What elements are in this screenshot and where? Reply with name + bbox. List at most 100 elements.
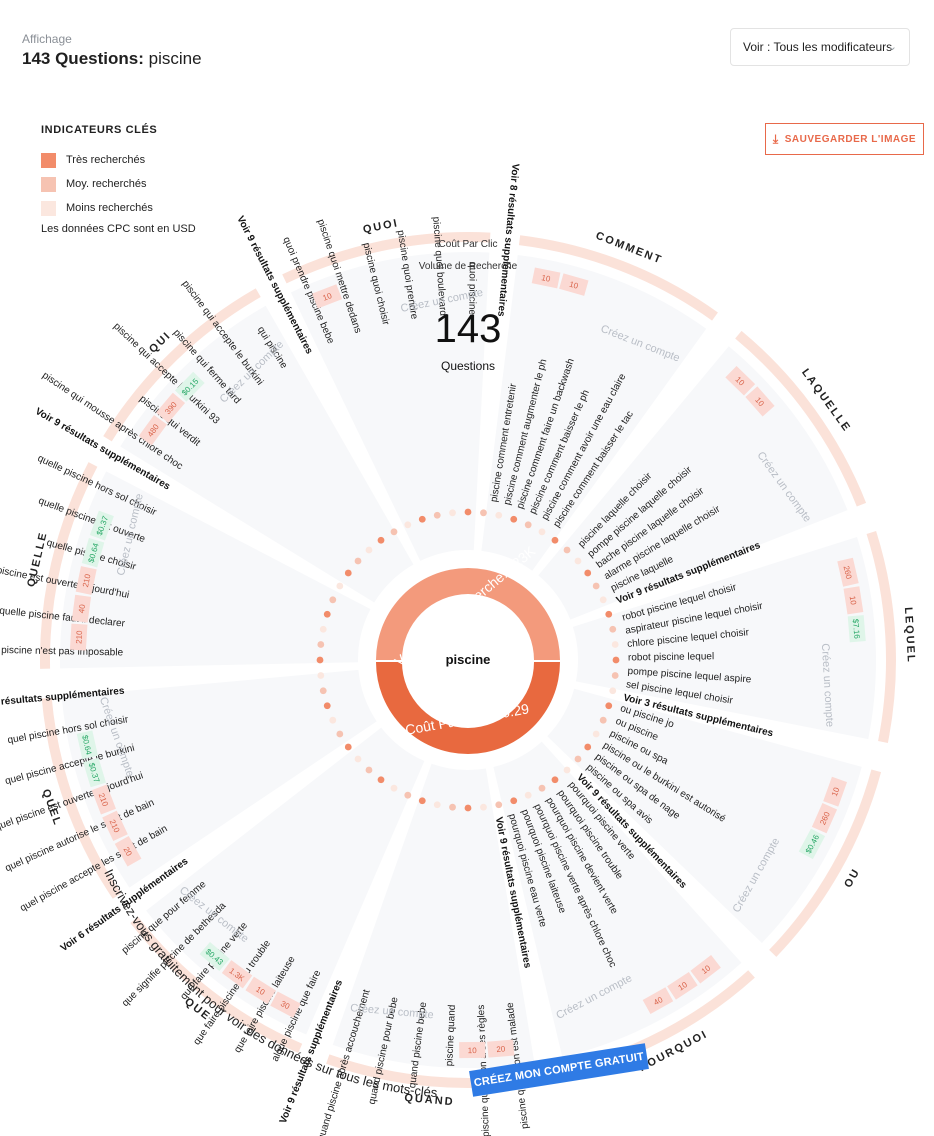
keyword-dot	[365, 546, 373, 554]
keyword-dot	[551, 536, 559, 544]
volume-badge: 20	[114, 835, 142, 867]
volume-badge-bg	[667, 971, 698, 1000]
legend-swatch-high	[41, 152, 56, 168]
keyword-dot	[329, 596, 337, 604]
legend-item-high: Très recherchés	[41, 148, 196, 172]
section-pourquoi	[493, 741, 742, 1057]
volume-badge-bg	[837, 557, 859, 587]
chevron-down-icon: ⌄	[887, 41, 897, 53]
keyword-dot	[609, 687, 617, 695]
keyword-dot	[390, 784, 398, 792]
keyword-dot	[599, 716, 607, 724]
keyword-dot	[510, 515, 518, 523]
cpc-badge: $0.37	[89, 510, 114, 541]
center-keyword: piscine	[446, 652, 491, 667]
volume-badge-bg	[69, 623, 88, 651]
section-laquelle-bg	[538, 346, 848, 620]
volume-badge-bg	[559, 273, 589, 296]
keyword-dot	[524, 791, 532, 799]
volume-badge: 10	[667, 971, 698, 1000]
section-comment-bg	[481, 255, 707, 571]
volume-badge-value: 10	[322, 291, 334, 303]
volume-badge-value: 10	[541, 273, 552, 284]
cpc-badge: $0.64	[81, 538, 105, 568]
save-image-button[interactable]: ⤓ SAUVEGARDER L'IMAGE	[765, 123, 924, 155]
volume-badge: 210	[75, 566, 97, 595]
keyword-dot	[538, 528, 546, 536]
volume-badge: 10	[745, 386, 775, 417]
volume-badge-bg	[102, 810, 128, 841]
keyword-dot	[524, 521, 532, 529]
keyword-dot	[480, 509, 487, 517]
cpc-badge-bg	[83, 757, 106, 788]
legend-title: INDICATEURS CLÉS	[41, 124, 158, 136]
legend-swatch-low	[41, 200, 56, 216]
question-item[interactable]: quelle piscine n'est pas imposable	[0, 644, 124, 658]
volume-badge: 1.3K	[221, 960, 253, 989]
keyword-dot	[433, 801, 441, 809]
volume-badge-bg	[75, 566, 97, 595]
cpc-badge-bg	[199, 941, 230, 972]
section-title-ou: OU	[842, 866, 863, 890]
keyword-dot	[605, 702, 613, 710]
volume-badge-bg	[531, 267, 561, 289]
volume-badge: 20	[487, 1039, 515, 1058]
volume-badge-bg	[725, 365, 756, 396]
volume-badge-bg	[823, 776, 848, 807]
question-count-label: Questions	[441, 359, 495, 373]
volume-badge: 30	[270, 991, 301, 1018]
volume-badge-bg	[71, 594, 92, 623]
section-laquelle	[538, 346, 848, 620]
cpc-heading: Coût Par Clic	[439, 239, 498, 250]
volume-badge-value: 10	[848, 595, 858, 606]
question-count: 143	[435, 307, 502, 351]
keyword-dot	[365, 766, 373, 774]
cpc-badge-bg	[76, 730, 98, 760]
volume-badge: 10	[823, 776, 848, 807]
question-item[interactable]: quoi piscine	[466, 262, 478, 315]
cpc-badge-bg	[89, 510, 114, 541]
volume-badge-bg	[138, 415, 167, 446]
cpc-badge-bg	[81, 538, 105, 568]
keyword-dot	[584, 569, 592, 577]
volume-badge: 210	[91, 784, 116, 815]
keyword-dot	[449, 803, 456, 811]
view-kicker: Affichage	[22, 32, 72, 46]
keyword-dot	[611, 641, 619, 648]
volume-ring	[376, 568, 560, 660]
section-ou	[547, 688, 862, 943]
create-account-link-lequel[interactable]: Créez un compte	[819, 643, 836, 727]
keyword-dot	[319, 625, 327, 633]
volume-badge-value: 10	[568, 280, 580, 291]
volume-badge-bg	[642, 987, 674, 1014]
question-count-title: 143 Questions:	[22, 49, 144, 68]
outer-ring-ou	[769, 769, 882, 957]
volume-badge-bg	[114, 835, 142, 867]
modifier-select[interactable]: Voir : Tous les modificateurs ⌄	[730, 28, 910, 66]
question-item[interactable]: piscine quand	[444, 1004, 458, 1066]
keyword-dot	[323, 610, 331, 618]
section-quelle-bg	[60, 471, 371, 669]
cpc-badge: $0.46	[798, 828, 826, 860]
cpc-badge-value: $0.64	[80, 734, 93, 756]
volume-badge: 210	[69, 623, 88, 651]
keyword-dot	[592, 582, 600, 590]
keyword-dot	[329, 716, 337, 724]
keyword-dot	[390, 528, 398, 536]
keyword-dot	[563, 766, 571, 774]
section-quel	[61, 669, 377, 888]
volume-badge: 390	[156, 392, 186, 423]
volume-badge-value: 20	[496, 1044, 506, 1054]
volume-badge-bg	[156, 392, 186, 423]
volume-badge-bg	[245, 976, 276, 1005]
keyword-dot	[354, 557, 362, 565]
legend: INDICATEURS CLÉS Très recherchés Moy. re…	[41, 124, 196, 235]
keyword-dot	[433, 511, 441, 519]
keyword-dot	[319, 687, 327, 695]
keyword-dot	[316, 656, 324, 664]
section-lequel	[572, 537, 876, 740]
question-item[interactable]: robot piscine lequel	[628, 651, 714, 663]
keyword-dot	[404, 521, 412, 529]
legend-label-low: Moins recherchés	[66, 202, 153, 214]
volume-badge: 40	[71, 594, 92, 623]
